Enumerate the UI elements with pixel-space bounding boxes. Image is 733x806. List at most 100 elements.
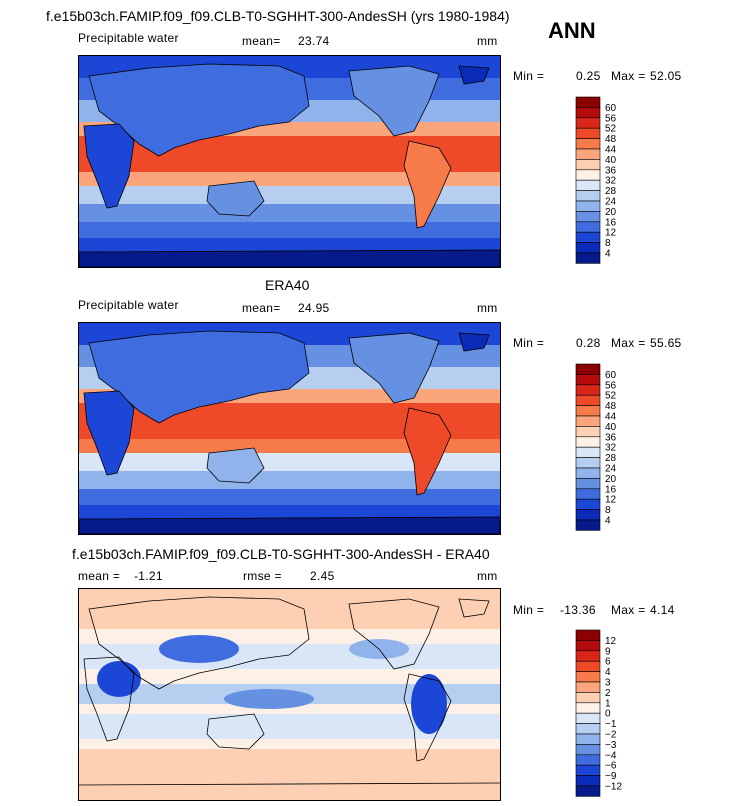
panel1-min-label: Min = [513,69,545,83]
panel3-min-value: -13.36 [560,603,596,617]
panel2-title: ERA40 [265,277,310,293]
colorbar-tick-label: 40 [605,155,617,166]
colorbar-swatch [575,744,601,756]
colorbar-swatch [575,457,601,469]
panel3-rmse-value: 2.45 [310,569,335,583]
colorbar-tick-label: 32 [605,443,617,454]
season-label: ANN [548,18,596,43]
colorbar-tick-label: 6 [605,657,611,668]
panel1-map [78,55,501,268]
colorbar-swatch [575,394,601,406]
panel1-mean-value: 23.74 [298,34,330,48]
colorbar-tick-label: 8 [605,238,611,249]
colorbar-swatch [575,488,601,500]
colorbar-swatch [575,702,601,714]
colorbar-swatch [575,200,601,212]
panel3-map [78,588,501,801]
colorbar-swatch [575,374,601,386]
colorbar-tick-label: −12 [605,782,622,793]
colorbar-tick-label: 12 [605,495,617,506]
colorbar-swatch [575,467,601,479]
colorbar-tick-label: 2 [605,688,611,699]
panel2-map-field [79,323,500,534]
colorbar-swatch [575,446,601,458]
panel3-max-value: 4.14 [650,603,675,617]
panel1-units: mm [477,34,498,48]
colorbar-swatch [575,733,601,745]
panel1-variable: Precipitable water [78,31,179,45]
panel3-title: f.e15b03ch.FAMIP.f09_f09.CLB-T0-SGHHT-30… [72,546,490,562]
colorbar-tick-label: 28 [605,453,617,464]
panel2-mean-value: 24.95 [298,301,330,315]
colorbar-tick-label: 20 [605,474,617,485]
colorbar-swatch [575,179,601,191]
colorbar-swatch [575,509,601,521]
panel2-colorbar: 60 56 52 48 44 40 36 32 28 24 20 16 12 8 4 [575,363,645,536]
colorbar-swatch [575,190,601,202]
colorbar-tick-label: 52 [605,391,617,402]
panel1-max-label: Max = [611,69,646,83]
colorbar-tick-label: −1 [605,719,617,730]
panel3-rmse-label: rmse = [243,569,282,583]
colorbar-tick-label: 24 [605,464,617,475]
panel1-mean-label: mean= [242,34,281,48]
panel3-mean-label: mean = [78,569,121,583]
colorbar-tick-label: 1 [605,698,611,709]
panel1-min-value: 0.25 [576,69,601,83]
colorbar-tick-label: 0 [605,709,611,720]
colorbar-tick-label: 24 [605,197,617,208]
colorbar-swatch [575,660,601,672]
panel2-min-label: Min = [513,336,545,350]
panel2-max-value: 55.65 [650,336,682,350]
panel1-colorbar: 60 56 52 48 44 40 36 32 28 24 20 16 12 8 4 [575,96,645,269]
colorbar-swatch [575,405,601,417]
colorbar-swatch [575,478,601,490]
panel3-mean-value: -1.21 [134,569,163,583]
colorbar-swatch [575,169,601,181]
colorbar-swatch [575,96,601,108]
colorbar-swatch [575,426,601,438]
colorbar-swatch [575,221,601,233]
panel1-max-value: 52.05 [650,69,682,83]
colorbar-tick-label: 44 [605,145,617,156]
colorbar-tick-label: −4 [605,750,617,761]
panel3-max-label: Max = [611,603,646,617]
colorbar-swatch [575,363,601,375]
colorbar-tick-label: 16 [605,484,617,495]
colorbar-tick-label: 20 [605,207,617,218]
colorbar-tick-label: 4 [605,516,611,527]
colorbar-tick-label: 56 [605,113,617,124]
colorbar-swatch [575,671,601,683]
colorbar-tick-label: 60 [605,370,617,381]
colorbar-tick-label: 44 [605,412,617,423]
colorbar-tick-label: 56 [605,380,617,391]
colorbar-tick-label: 3 [605,678,611,689]
colorbar-swatch [575,629,601,641]
colorbar-swatch [575,436,601,448]
colorbar-tick-label: −6 [605,761,617,772]
colorbar-tick-label: 32 [605,176,617,187]
colorbar-tick-label: 52 [605,124,617,135]
colorbar-tick-label: 16 [605,217,617,228]
colorbar-tick-label: 48 [605,134,617,145]
panel2-map [78,322,501,535]
colorbar-tick-label: 4 [605,667,611,678]
colorbar-tick-label: 36 [605,165,617,176]
colorbar-tick-label: 8 [605,505,611,516]
colorbar-swatch [575,692,601,704]
panel3-min-label: Min = [513,603,545,617]
colorbar-swatch [575,242,601,254]
colorbar-swatch [575,681,601,693]
colorbar-swatch [575,138,601,150]
colorbar-swatch [575,785,601,797]
panel2-variable: Precipitable water [78,298,179,312]
colorbar-swatch [575,148,601,160]
panel2-units: mm [477,301,498,315]
colorbar-tick-label: 60 [605,103,617,114]
colorbar-swatch [575,415,601,427]
panel1-title: f.e15b03ch.FAMIP.f09_f09.CLB-T0-SGHHT-30… [46,8,510,24]
panel2-mean-label: mean= [242,301,281,315]
